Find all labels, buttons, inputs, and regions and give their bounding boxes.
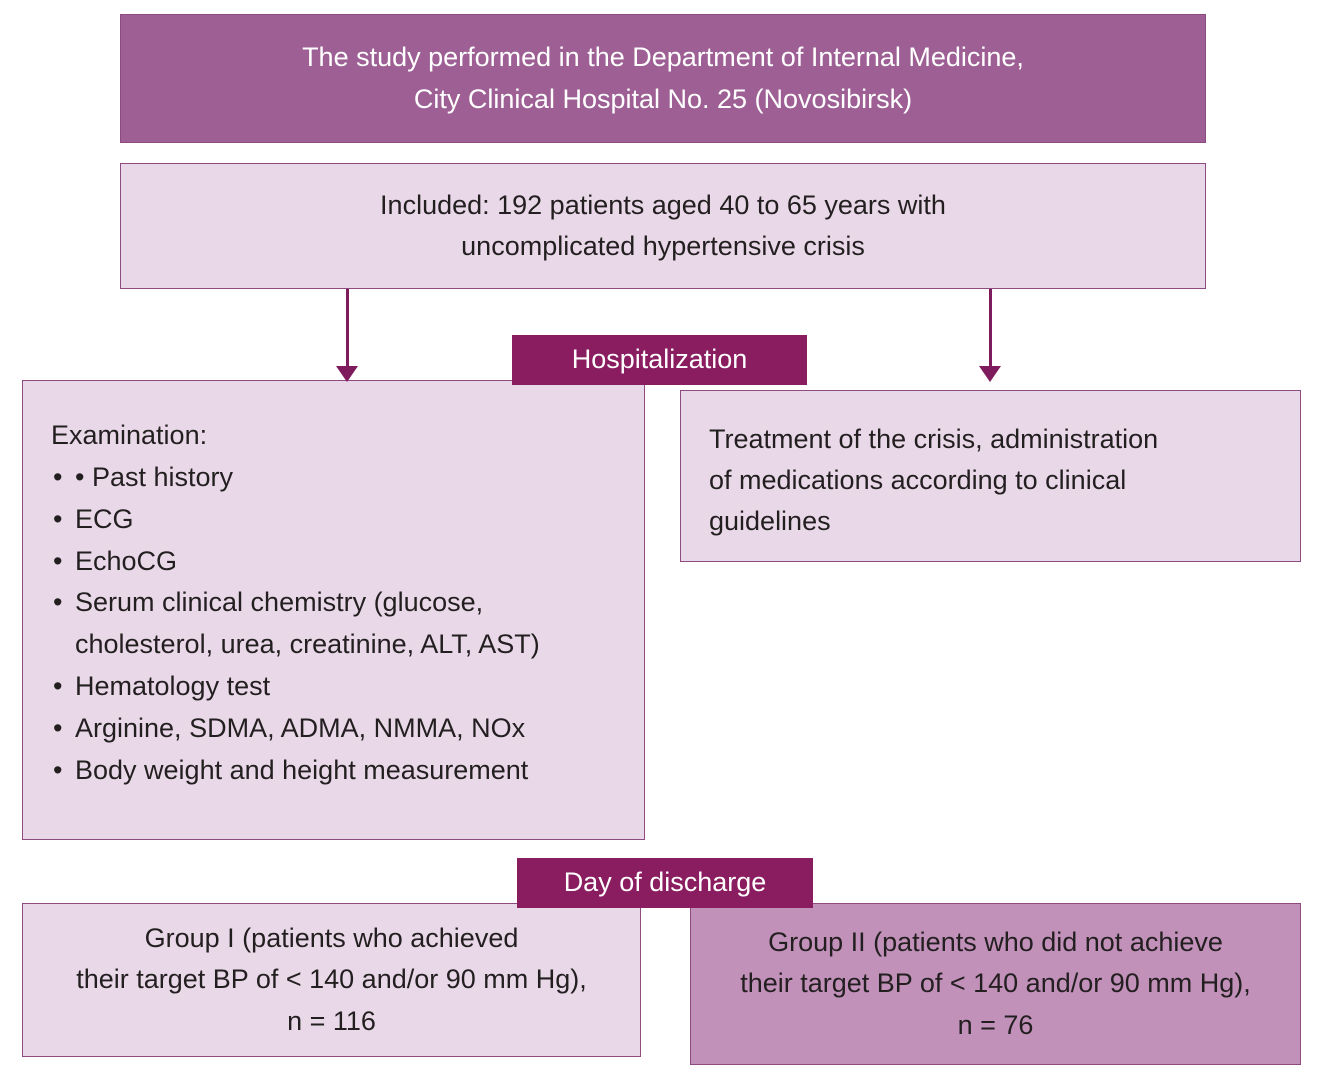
- group1-line-3: n = 116: [287, 1005, 376, 1036]
- examination-item: Arginine, SDMA, ADMA, NMMA, NOx: [51, 708, 608, 750]
- examination-item: EchoCG: [51, 541, 608, 583]
- inclusion-criteria-box: Included: 192 patients aged 40 to 65 yea…: [120, 163, 1206, 289]
- examination-item: Hematology test: [51, 666, 608, 708]
- examination-box: Examination: • Past history ECG EchoCG S…: [22, 380, 645, 840]
- arrow-head: [336, 366, 358, 382]
- examination-item: ECG: [51, 499, 608, 541]
- arrow-stem: [345, 289, 349, 369]
- group1-box: Group I (patients who achieved their tar…: [22, 903, 641, 1057]
- inclusion-line-1: Included: 192 patients aged 40 to 65 yea…: [380, 189, 946, 220]
- study-site-line-1: The study performed in the Department of…: [302, 42, 1024, 73]
- arrow-stem: [988, 289, 992, 369]
- down-arrow-right-icon: [979, 289, 1001, 382]
- treatment-line-1: Treatment of the crisis, administration: [709, 424, 1159, 454]
- treatment-line-3: guidelines: [709, 506, 831, 537]
- study-site-line-2: City Clinical Hospital No. 25 (Novosibir…: [413, 83, 913, 114]
- down-arrow-left-icon: [336, 289, 358, 382]
- group2-line-2: their target BP of < 140 and/or 90 mm Hg…: [740, 968, 1251, 999]
- day-of-discharge-label-text: Day of discharge: [563, 867, 767, 898]
- group2-line-3: n = 76: [957, 1009, 1034, 1040]
- day-of-discharge-label: Day of discharge: [517, 858, 813, 908]
- group1-line-1: Group I (patients who achieved: [144, 923, 519, 954]
- inclusion-line-2: uncomplicated hypertensive crisis: [461, 231, 865, 261]
- arrow-head: [979, 366, 1001, 382]
- examination-item: Serum clinical chemistry (glucose, chole…: [51, 582, 608, 666]
- treatment-box: Treatment of the crisis, administration …: [680, 390, 1301, 562]
- group1-line-2: their target BP of < 140 and/or 90 mm Hg…: [76, 964, 587, 995]
- group2-line-1: Group II (patients who did not achieve: [768, 927, 1223, 958]
- hospitalization-label-text: Hospitalization: [571, 344, 748, 375]
- examination-heading: Examination:: [51, 420, 208, 450]
- study-site-box: The study performed in the Department of…: [120, 14, 1206, 143]
- group2-box: Group II (patients who did not achieve t…: [690, 903, 1301, 1065]
- examination-list: • Past history ECG EchoCG Serum clinical…: [51, 457, 608, 792]
- treatment-line-2: of medications according to clinical: [709, 465, 1127, 496]
- hospitalization-label: Hospitalization: [512, 335, 807, 385]
- examination-item: • Past history: [51, 457, 608, 499]
- examination-item: Body weight and height measurement: [51, 750, 608, 792]
